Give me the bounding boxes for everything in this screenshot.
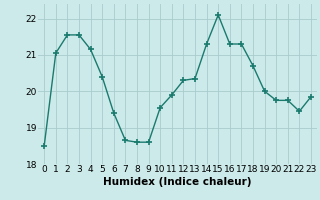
X-axis label: Humidex (Indice chaleur): Humidex (Indice chaleur) [103, 177, 252, 187]
